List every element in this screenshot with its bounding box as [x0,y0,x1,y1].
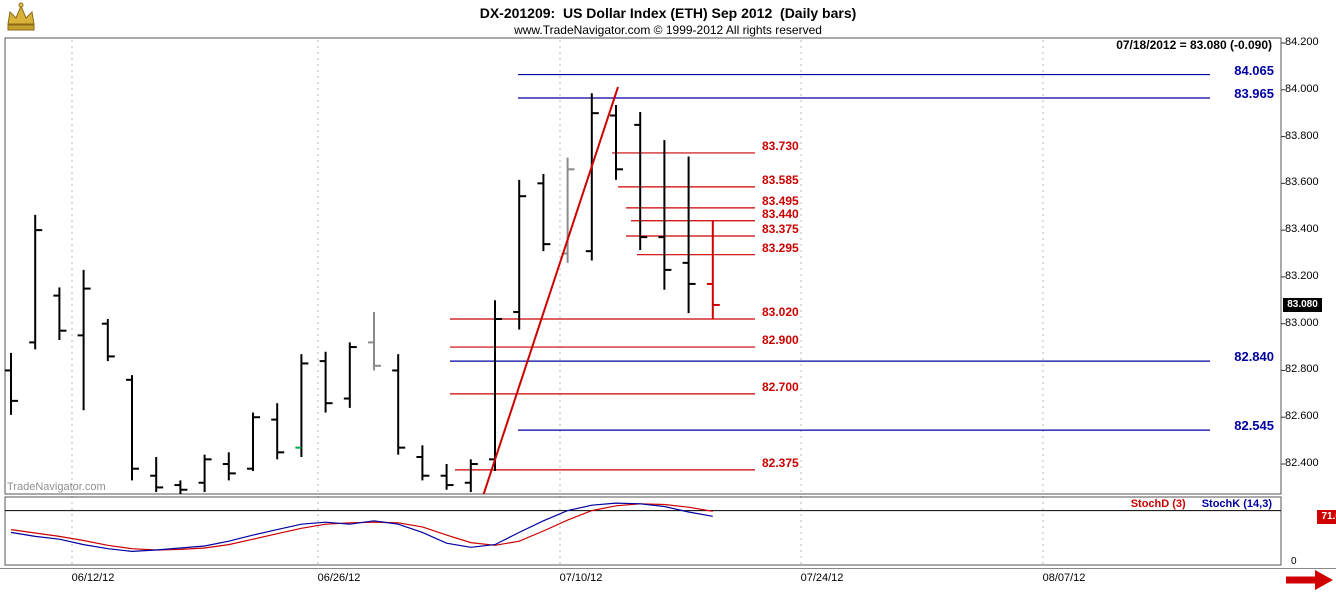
support-resistance-label: 83.020 [762,305,799,319]
date-axis-label: 06/26/12 [317,572,361,584]
support-resistance-label: 83.495 [762,193,799,208]
stoch-zero-label: 0 [1291,556,1297,567]
stoch-value-box: 71.68 [1317,510,1336,524]
price-axis-tick: 83.000 [1285,316,1319,329]
trend-line [482,86,619,494]
stoch-k-label: StochK (14,3) [1201,498,1272,510]
support-resistance-label: 83.375 [762,221,799,236]
price-axis-tick: 83.200 [1285,269,1319,282]
price-axis-tick: 84.000 [1285,82,1319,95]
last-quote-readout: 07/18/2012 = 83.080 (-0.090) [1116,38,1272,52]
stochastic-pane [4,496,1282,566]
trade-navigator-logo [7,2,35,31]
last-price-box: 83.080 [1283,298,1322,312]
stoch-legend: StochD (3) StochK (14,3) [1131,498,1272,510]
price-axis-tick: 83.600 [1285,176,1319,189]
main-price-pane [4,37,1282,495]
price-axis-tick: 82.800 [1285,363,1319,376]
scroll-right-arrow-icon[interactable] [1286,570,1334,590]
watermark: TradeNavigator.com [7,481,106,493]
pivot-level-label: 82.840 [1234,349,1274,365]
pivot-level-label: 82.545 [1234,418,1274,434]
support-resistance-label: 83.440 [762,206,799,221]
pivot-level-label: 84.065 [1234,62,1274,78]
price-axis-tick: 83.800 [1285,129,1319,142]
price-bars [5,93,720,494]
support-resistance-label: 82.375 [762,455,799,470]
support-resistance-label: 83.730 [762,138,799,153]
copyright-line: www.TradeNavigator.com © 1999-2012 All r… [514,23,822,37]
support-resistance-label: 82.900 [762,333,799,348]
stoch-d-label: StochD (3) [1130,498,1186,510]
price-axis-tick: 83.400 [1285,223,1319,236]
date-axis-label: 08/07/12 [1042,572,1086,584]
price-axis-tick: 84.200 [1285,36,1319,48]
support-resistance-label: 83.585 [762,172,799,187]
page-title: DX-201209: US Dollar Index (ETH) Sep 201… [479,5,857,21]
pivot-level-label: 83.965 [1234,85,1274,101]
price-axis-tick: 82.600 [1285,410,1319,423]
support-resistance-label: 82.700 [762,379,799,394]
stoch-k-line [10,502,713,553]
price-axis-tick: 82.400 [1285,457,1319,470]
support-resistance-label: 83.295 [762,240,799,255]
date-axis-label: 07/10/12 [559,572,603,584]
date-axis-label: 07/24/12 [800,572,844,584]
date-axis-label: 06/12/12 [71,572,115,584]
